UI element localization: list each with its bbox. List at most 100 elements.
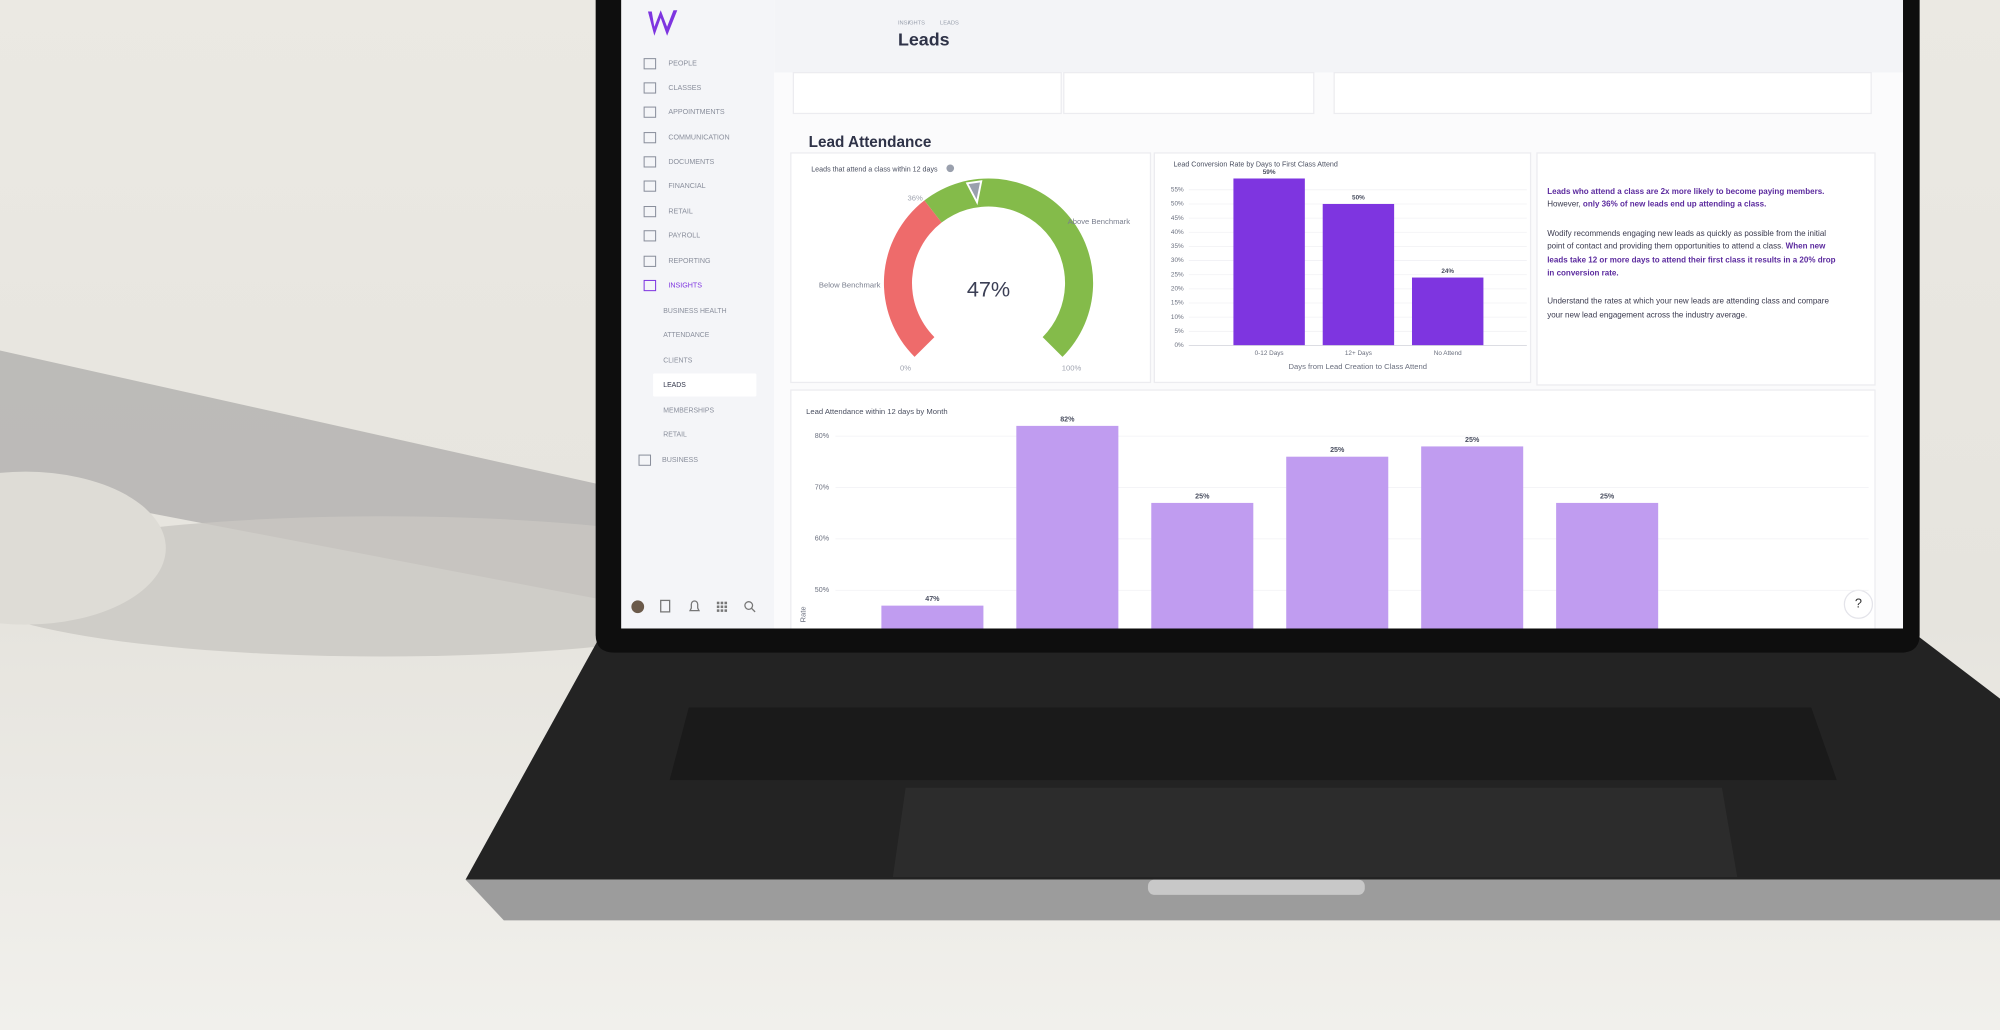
- chart-title: Leads that attend a class within 12 days: [811, 165, 938, 173]
- breadcrumb-separator: /: [908, 20, 910, 26]
- header: [774, 0, 1904, 73]
- y-tick-label: 25%: [1171, 271, 1184, 278]
- x-axis-label: Days from Lead Creation to Class Attend: [1289, 362, 1427, 371]
- nav-icon: [643, 180, 657, 192]
- icon[interactable]: [744, 601, 754, 610]
- nav-icon: [643, 230, 657, 242]
- text-segment: Wodify recommends engaging new leads as …: [1547, 229, 1827, 252]
- nav-item[interactable]: DOCUMENTS: [668, 158, 714, 166]
- x-tick-label: 12+ Days: [1345, 350, 1372, 357]
- nav-subitem[interactable]: BUSINESS HEALTH: [663, 308, 726, 315]
- y-tick-label: 80%: [815, 432, 830, 440]
- bar-label: 50%: [1352, 194, 1365, 201]
- chart-title: Lead Conversion Rate by Days to First Cl…: [1173, 160, 1337, 168]
- chart-title: Lead Attendance within 12 days by Month: [806, 407, 947, 416]
- y-tick-label: 0%: [1174, 342, 1184, 349]
- y-tick-label: 50%: [815, 586, 830, 594]
- y-tick-label: 50%: [1171, 201, 1184, 208]
- bar-label: 25%: [1195, 492, 1210, 500]
- bar-label: 24%: [1441, 268, 1454, 275]
- y-tick-label: 40%: [1171, 229, 1184, 236]
- info-panel: Leads who attend a class are 2x more lik…: [1547, 186, 1843, 323]
- nav-subitem[interactable]: MEMBERSHIPS: [663, 407, 714, 414]
- text-segment: Understand the rates at which your new l…: [1547, 297, 1829, 320]
- y-axis-label: Rate: [799, 606, 808, 622]
- nav-subitem[interactable]: LEADS: [663, 382, 686, 389]
- nav-item[interactable]: CLASSES: [668, 84, 701, 92]
- panel: [792, 72, 1062, 115]
- gauge-annotation: Below Benchmark: [819, 281, 881, 290]
- info-text: Leads who attend a class are 2x more lik…: [1547, 186, 1843, 323]
- bar: [1233, 178, 1305, 346]
- bar-label: 25%: [1330, 446, 1345, 454]
- bar-label: 82%: [1060, 415, 1075, 423]
- trackpad: [892, 787, 1738, 878]
- breadcrumb[interactable]: INSIGHTS: [898, 20, 925, 26]
- gauge-annotation: Above Benchmark: [1068, 217, 1131, 226]
- nav-item[interactable]: RETAIL: [668, 208, 692, 216]
- paragraph: Understand the rates at which your new l…: [1547, 296, 1843, 323]
- y-tick-label: 15%: [1171, 300, 1184, 307]
- help-label[interactable]: ?: [1855, 596, 1862, 611]
- nav-icon: [643, 132, 657, 144]
- gauge-above: [924, 178, 1094, 357]
- gauge-benchmark: 36%: [908, 193, 924, 202]
- nav-subitem[interactable]: CLIENTS: [663, 358, 692, 365]
- icon[interactable]: [660, 599, 671, 613]
- nav-item[interactable]: REPORTING: [668, 257, 711, 265]
- page-title: Leads: [898, 30, 950, 50]
- bar: [1286, 456, 1389, 629]
- text-segment: When new leads take 12 or more days to a…: [1547, 242, 1836, 278]
- nav-icon: [638, 454, 652, 466]
- panel: [1333, 72, 1872, 115]
- panel: [1063, 72, 1315, 115]
- nav-item[interactable]: FINANCIAL: [668, 182, 705, 190]
- bar: [1411, 277, 1484, 346]
- nav-item[interactable]: INSIGHTS: [668, 281, 702, 289]
- y-tick-label: 20%: [1171, 286, 1184, 293]
- screen: / ? INSIGHTS LEADS Leads Lead Attendance…: [621, 0, 1904, 629]
- nav-item[interactable]: BUSINESS: [662, 456, 698, 464]
- bar: [881, 605, 984, 629]
- icon[interactable]: [716, 601, 728, 612]
- y-tick-label: 60%: [815, 535, 830, 543]
- text-segment: Leads who attend a class are 2x more lik…: [1547, 187, 1825, 197]
- bar: [1151, 502, 1254, 629]
- y-tick-label: 30%: [1171, 257, 1184, 264]
- nav-item[interactable]: APPOINTMENTS: [668, 108, 724, 116]
- nav-icon: [643, 106, 657, 118]
- bar-label: 25%: [1600, 492, 1615, 500]
- nav-item[interactable]: COMMUNICATION: [668, 134, 729, 142]
- nav-icon: [643, 156, 657, 168]
- y-tick-label: 55%: [1171, 186, 1184, 193]
- nav-subitem[interactable]: ATTENDANCE: [663, 332, 710, 339]
- avatar[interactable]: [631, 600, 645, 614]
- bar-label: 59%: [1263, 169, 1276, 176]
- nav-item[interactable]: PAYROLL: [668, 232, 700, 240]
- bar-label: 25%: [1465, 436, 1480, 444]
- gauge-value: 47%: [967, 276, 1010, 301]
- nav-icon: [643, 58, 657, 70]
- nav-icon: [643, 82, 657, 94]
- nav-icon: [643, 279, 657, 292]
- icon: [750, 607, 756, 613]
- gauge-below: [883, 200, 942, 357]
- y-tick-label: 5%: [1174, 328, 1184, 335]
- logo: [647, 10, 678, 36]
- text-segment: only 36% of new leads end up attending a…: [1582, 200, 1767, 210]
- bar: [1556, 502, 1659, 629]
- paragraph: Leads who attend a class are 2x more lik…: [1547, 186, 1843, 213]
- breadcrumb[interactable]: LEADS: [940, 20, 959, 26]
- nav-item[interactable]: PEOPLE: [668, 60, 697, 68]
- nav-subitem[interactable]: RETAIL: [663, 432, 687, 439]
- bar-label: 47%: [925, 595, 940, 603]
- paragraph: Wodify recommends engaging new leads as …: [1547, 228, 1843, 281]
- gauge-min: 0%: [900, 363, 911, 372]
- card: [1536, 152, 1876, 386]
- nav-icon: [643, 206, 657, 218]
- icon[interactable]: [689, 600, 701, 612]
- y-tick-label: 10%: [1171, 314, 1184, 321]
- info-icon[interactable]: [946, 164, 955, 173]
